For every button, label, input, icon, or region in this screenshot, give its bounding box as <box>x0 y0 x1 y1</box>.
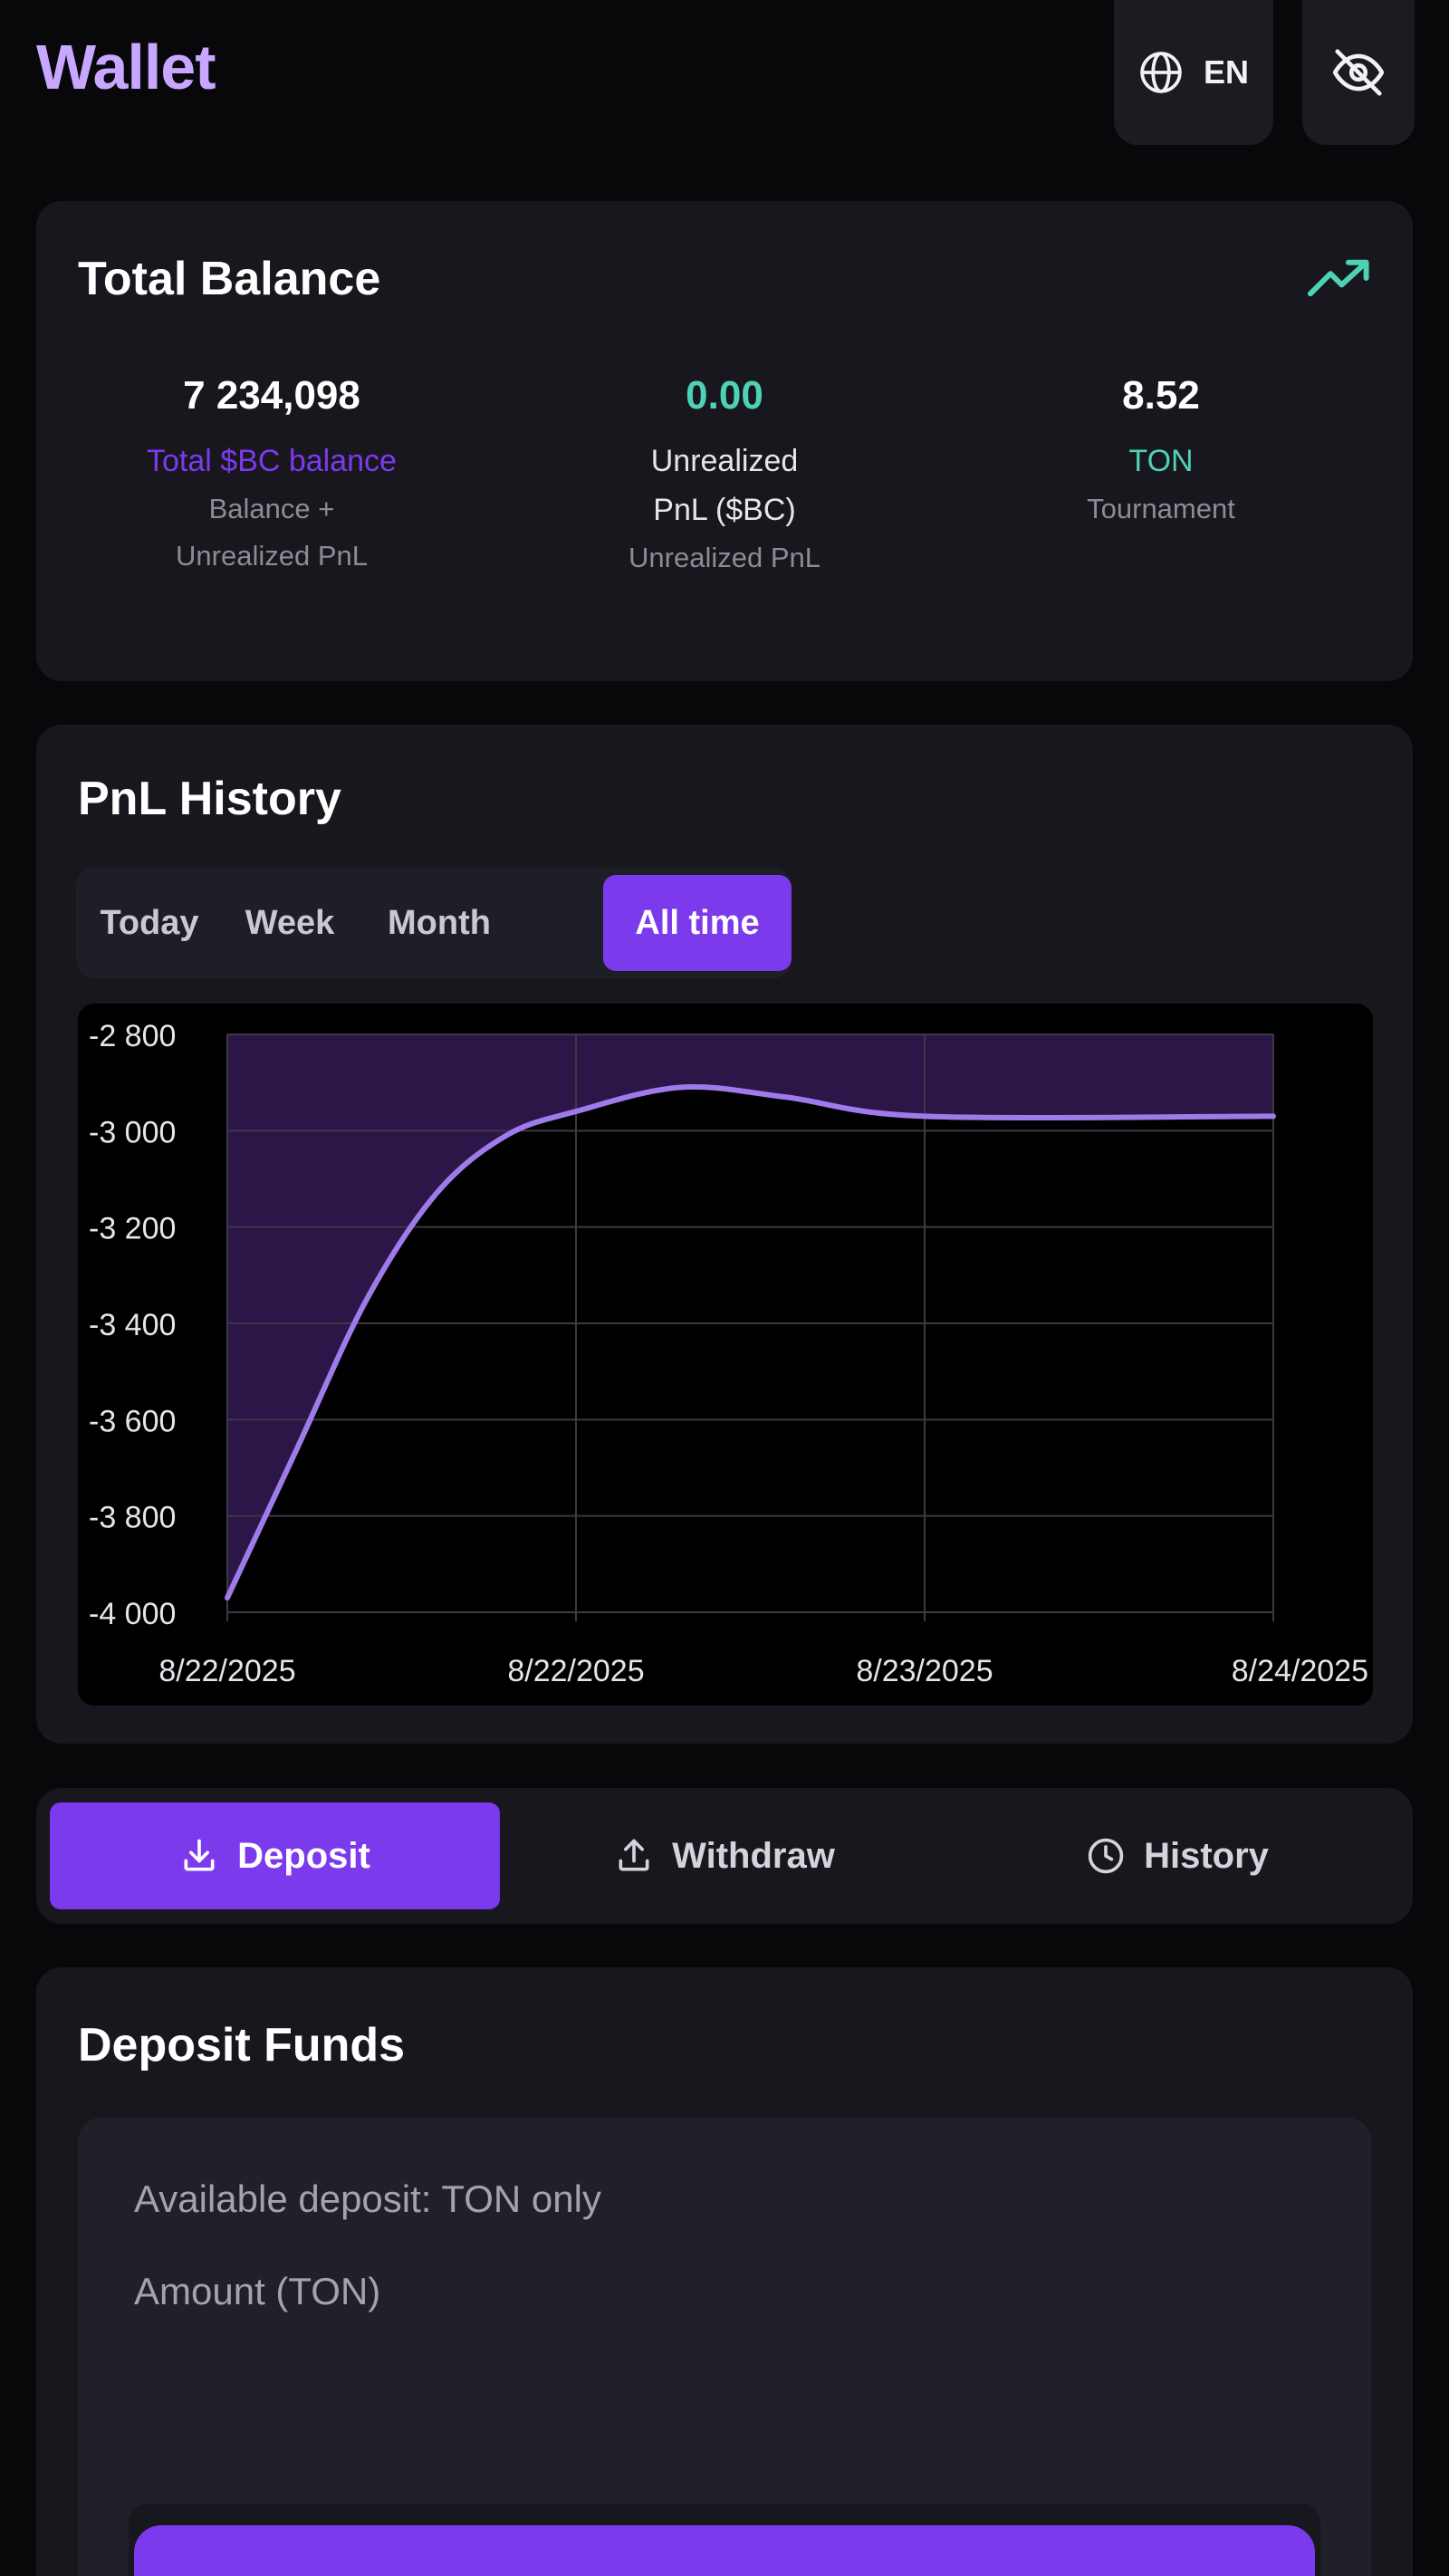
tab-week[interactable]: Week <box>245 903 335 942</box>
deposit-funds-card: Deposit Funds Available deposit: TON onl… <box>36 1967 1413 2576</box>
tab-today[interactable]: Today <box>100 903 199 942</box>
language-label: EN <box>1203 53 1249 91</box>
x-tick-label: 8/23/2025 <box>856 1654 993 1688</box>
language-button[interactable]: EN <box>1114 0 1273 145</box>
balance-title: Total Balance <box>78 253 381 305</box>
y-tick-label: -3 000 <box>89 1115 176 1149</box>
stat-value: 0.00 <box>686 373 763 418</box>
download-icon <box>179 1836 219 1876</box>
stat-label: Total $BC balance <box>147 444 397 478</box>
x-tick-label: 8/24/2025 <box>1232 1654 1368 1688</box>
deposit-tab-label: Deposit <box>237 1835 370 1876</box>
hide-balance-button[interactable] <box>1302 0 1415 145</box>
stat-ton-tournament: 8.52 TON Tournament <box>962 373 1360 533</box>
period-tabs: Today Week Month All time <box>76 868 792 978</box>
y-tick-label: -2 800 <box>89 1019 176 1053</box>
deposit-tab-button[interactable]: Deposit <box>50 1802 500 1909</box>
withdraw-tab-button[interactable]: Withdraw <box>507 1802 942 1909</box>
stat-label: Unrealized PnL ($BC) <box>650 444 799 527</box>
stat-label: TON <box>1128 444 1194 478</box>
trending-up-icon <box>1306 255 1373 305</box>
pnl-history-card: PnL History Today Week Month All time -2… <box>36 725 1413 1744</box>
globe-icon <box>1138 50 1184 95</box>
clock-icon <box>1086 1836 1126 1876</box>
history-tab-button[interactable]: History <box>951 1802 1404 1909</box>
stat-sublabel: Balance + Unrealized PnL <box>176 493 368 572</box>
stat-unrealized-pnl: 0.00 Unrealized PnL ($BC) Unrealized PnL <box>525 373 924 582</box>
tab-month[interactable]: Month <box>388 903 491 942</box>
pnl-series-line <box>225 1084 1276 1601</box>
available-deposit-note: Available deposit: TON only <box>134 2177 601 2220</box>
wallet-actions-bar: Deposit Withdraw History <box>36 1788 1413 1924</box>
tab-all-time[interactable]: All time <box>603 875 792 971</box>
pnl-title: PnL History <box>78 773 341 825</box>
pnl-chart-svg: -2 800 -3 000 -3 200 -3 400 -3 600 -3 800 -4 0… <box>89 1019 1368 1688</box>
total-balance-card: Total Balance 7 234,098 Total $BC balanc… <box>36 201 1413 681</box>
amount-label: Amount (TON) <box>134 2270 381 2312</box>
stat-total-bc: 7 234,098 Total $BC balance Balance + Un… <box>72 373 471 580</box>
pnl-area-fill <box>227 1034 1273 1599</box>
deposit-submit-button[interactable] <box>134 2525 1315 2576</box>
stat-sublabel: Unrealized PnL <box>629 542 820 573</box>
y-tick-label: -3 600 <box>89 1404 176 1438</box>
stat-value: 7 234,098 <box>183 373 360 418</box>
y-tick-label: -3 200 <box>89 1212 176 1246</box>
deposit-form: Available deposit: TON only Amount (TON) <box>78 2118 1371 2576</box>
page-title: Wallet <box>36 32 216 102</box>
eye-off-icon <box>1330 44 1387 101</box>
x-tick-label: 8/22/2025 <box>507 1654 644 1688</box>
stat-sublabel: Tournament <box>1087 493 1235 524</box>
stat-value: 8.52 <box>1122 373 1200 418</box>
history-tab-label: History <box>1144 1835 1269 1876</box>
deposit-title: Deposit Funds <box>78 2019 406 2071</box>
pnl-chart: -2 800 -3 000 -3 200 -3 400 -3 600 -3 800 -4 0… <box>78 1004 1373 1706</box>
y-tick-label: -3 800 <box>89 1501 176 1535</box>
y-tick-label: -4 000 <box>89 1597 176 1631</box>
x-tick-label: 8/22/2025 <box>158 1654 295 1688</box>
upload-icon <box>614 1836 654 1876</box>
y-tick-label: -3 400 <box>89 1308 176 1342</box>
withdraw-tab-label: Withdraw <box>672 1835 835 1876</box>
